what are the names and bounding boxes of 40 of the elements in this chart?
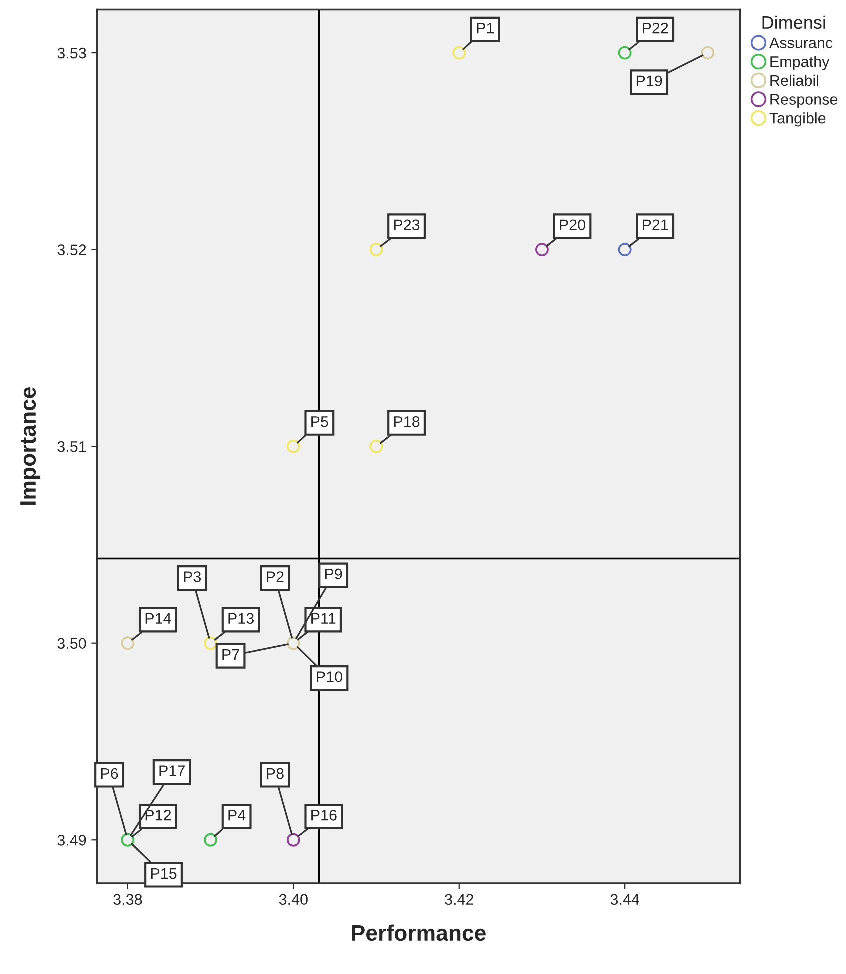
legend-label: Tangible (770, 112, 826, 127)
annotation: P4 (228, 810, 246, 821)
annotation: P21 (643, 220, 668, 230)
legend-label: Empathy (770, 56, 830, 70)
annotation: P13 (228, 613, 254, 624)
y-tick-label: 3.49 (58, 834, 86, 846)
annotation: P5 (312, 416, 328, 428)
annotation: P9 (325, 568, 342, 580)
x-tick-label: 3.40 (279, 894, 308, 906)
annotation: P20 (560, 220, 586, 231)
legend-label: Response (770, 94, 838, 108)
annotation: P18 (394, 416, 420, 428)
legend-title: Dimensi (762, 16, 826, 30)
y-tick-label: 3.50 (58, 638, 86, 650)
annotation: P11 (312, 613, 336, 624)
annotation: P16 (312, 810, 337, 821)
annotation: P17 (160, 766, 185, 776)
annotation: P23 (394, 220, 420, 231)
x-tick-label: 3.38 (114, 894, 142, 906)
y-axis-title: Importance (20, 387, 40, 505)
annotation: P2 (267, 572, 284, 582)
annotation: P22 (643, 22, 668, 34)
annotation: P12 (146, 810, 172, 821)
annotation: P3 (184, 572, 202, 582)
annotation: P19 (636, 76, 662, 87)
annotation: P7 (222, 650, 240, 660)
annotation: P15 (151, 868, 177, 880)
y-tick-label: 3.53 (58, 48, 86, 59)
annotation: P6 (101, 768, 118, 780)
y-tick-label: 3.52 (58, 244, 86, 256)
x-axis-title: Performance (352, 924, 486, 942)
x-tick-label: 3.42 (445, 894, 474, 906)
legend-label: Reliabil (770, 74, 819, 86)
annotation: P8 (267, 768, 284, 780)
legend-label: Assuranc (769, 38, 833, 48)
y-tick-label: 3.51 (58, 441, 86, 452)
annotation: P14 (146, 613, 172, 624)
annotation: P10 (317, 672, 342, 682)
annotation: P1 (477, 23, 494, 34)
x-tick-label: 3.44 (610, 894, 640, 906)
